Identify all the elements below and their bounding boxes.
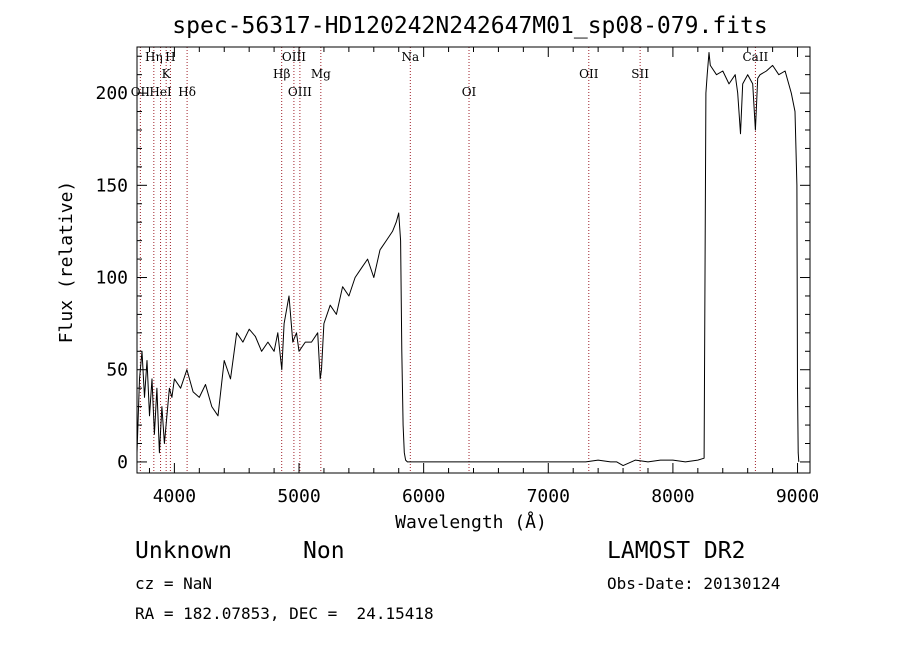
survey-name: LAMOST DR2 — [607, 538, 746, 564]
marker-label: K — [162, 67, 172, 81]
x-axis-label: Wavelength (Å) — [395, 511, 547, 533]
redshift-value: cz = NaN — [135, 574, 213, 593]
marker-label: OII — [579, 67, 599, 81]
marker-label: HeI — [149, 85, 172, 99]
spectrum-line — [136, 52, 800, 467]
observation-date: Obs-Date: 20130124 — [607, 574, 781, 593]
y-tick-label: 50 — [106, 360, 128, 381]
marker-label: SII — [631, 67, 649, 81]
marker-label: Hδ — [178, 85, 196, 99]
marker-label: OII — [131, 85, 151, 99]
y-axis: 0 50 100 150 200 — [95, 55, 810, 473]
x-tick-label: 7000 — [527, 486, 570, 507]
marker-label: Hη — [145, 50, 163, 64]
x-tick-label: 8000 — [651, 486, 694, 507]
object-class: Unknown — [135, 538, 232, 564]
x-axis: 4000 5000 6000 7000 8000 9000 — [148, 47, 819, 507]
y-tick-label: 200 — [95, 83, 128, 104]
marker-label: Mg — [311, 67, 331, 81]
x-tick-label: 9000 — [776, 486, 819, 507]
marker-label: OIII — [282, 50, 306, 64]
chart-title: spec-56317-HD120242N242647M01_sp08-079.f… — [172, 13, 767, 39]
marker-label: H — [165, 50, 175, 64]
y-tick-label: 150 — [95, 175, 128, 196]
x-tick-label: 6000 — [402, 486, 445, 507]
marker-label: OI — [462, 85, 477, 99]
x-tick-label: 4000 — [153, 486, 196, 507]
marker-label: OIII — [288, 85, 312, 99]
object-subclass: Non — [303, 538, 345, 564]
y-axis-label: Flux (relative) — [56, 181, 77, 344]
plot-frame — [136, 46, 811, 474]
y-tick-label: 100 — [95, 268, 128, 289]
y-tick-label: 0 — [117, 452, 128, 473]
marker-label: Hβ — [273, 67, 290, 81]
spectrum-chart: spec-56317-HD120242N242647M01_sp08-079.f… — [56, 13, 819, 533]
marker-label: CaII — [742, 50, 768, 64]
coordinates: RA = 182.07853, DEC = 24.15418 — [135, 604, 434, 623]
marker-label: Na — [401, 50, 419, 64]
x-tick-label: 5000 — [277, 486, 320, 507]
